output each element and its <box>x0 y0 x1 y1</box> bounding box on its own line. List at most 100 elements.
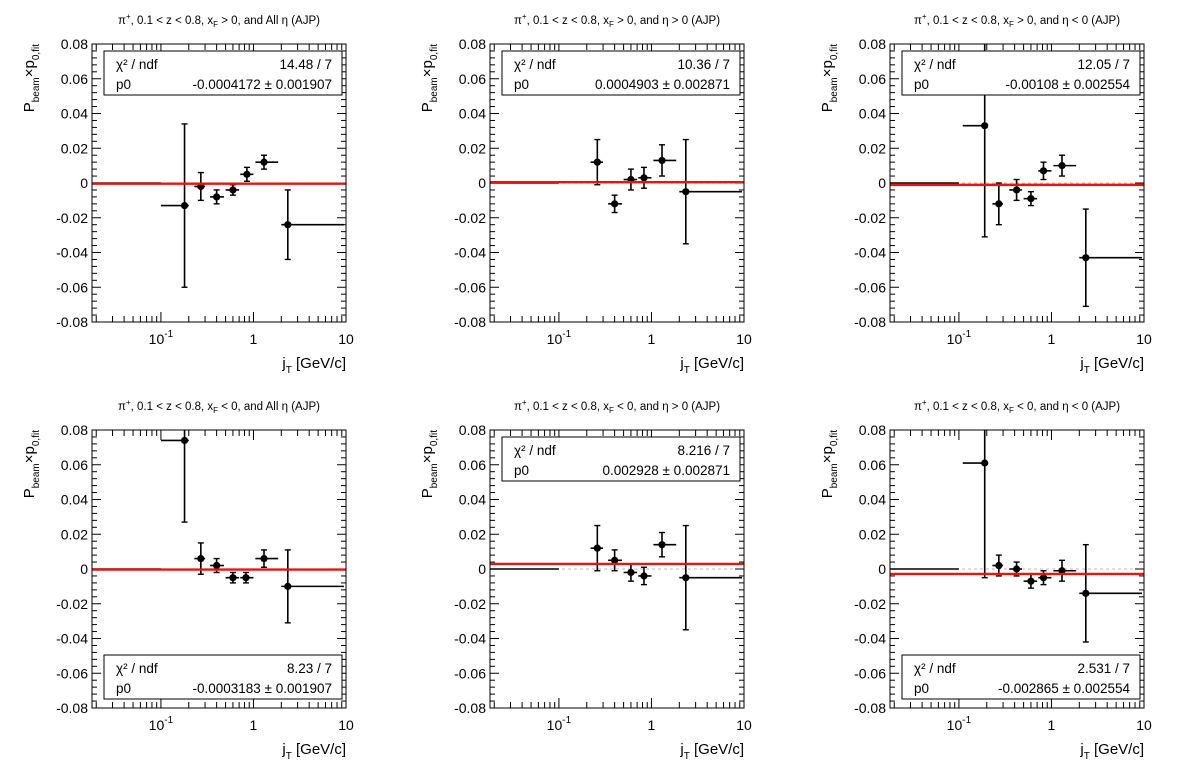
stats-chi2-label: χ² / ndf <box>116 661 158 676</box>
data-point <box>590 138 604 186</box>
y-tick-label: -0.08 <box>854 314 886 330</box>
data-point <box>623 563 638 582</box>
point-marker <box>1039 574 1048 582</box>
point-marker <box>981 122 989 130</box>
stats-p0-label: p0 <box>914 77 929 92</box>
stats-chi2-value: 12.05 / 7 <box>1077 57 1130 72</box>
point-marker <box>180 436 189 445</box>
y-tick-label: -0.04 <box>454 245 486 261</box>
point-marker <box>260 158 268 166</box>
stats-chi2-label: χ² / ndf <box>116 57 158 72</box>
y-tick-label: 0.06 <box>61 71 88 87</box>
data-point <box>653 144 677 177</box>
x-tick-label: 10-1 <box>149 329 174 347</box>
y-tick-label: 0.08 <box>459 422 486 438</box>
x-tick-label: 10 <box>338 717 354 733</box>
stats-box: χ² / ndf 10.36 / 7 p0 0.0004903 ± 0.002871 <box>501 50 741 96</box>
y-tick-label: -0.06 <box>854 279 886 295</box>
x-tick-label: 10 <box>1136 331 1152 347</box>
plot-frame <box>91 43 347 323</box>
y-tick-label: -0.04 <box>454 631 486 647</box>
point-marker <box>1082 589 1090 597</box>
y-tick-label: 0.02 <box>459 526 486 542</box>
y-tick-label: 0.02 <box>459 140 486 156</box>
point-marker <box>260 554 268 563</box>
y-tick-label: -0.02 <box>56 596 88 612</box>
y-tick-label: -0.02 <box>56 210 88 226</box>
x-tick-label: 10-1 <box>547 715 572 733</box>
y-tick-label: -0.08 <box>454 700 486 716</box>
y-tick-label: 0.08 <box>61 422 88 438</box>
x-axis-label: jT [GeV/c] <box>1079 741 1144 762</box>
point-marker <box>1058 567 1066 575</box>
x-axis-label: jT [GeV/c] <box>281 741 346 762</box>
x-tick-label: 10-1 <box>547 329 572 347</box>
y-tick-label: -0.04 <box>854 245 886 261</box>
y-axis-label: Pbeam×p0,fit <box>419 430 440 498</box>
data-point <box>210 557 224 574</box>
stats-p0-value: 0.0004903 ± 0.002871 <box>595 77 730 92</box>
plot-frame <box>91 429 347 709</box>
chart-title: π+, 0.1 < z < 0.8, xF < 0, and η < 0 (AJ… <box>914 398 1120 415</box>
plot-frame <box>889 43 1145 323</box>
stats-chi2-value: 2.531 / 7 <box>1077 661 1130 676</box>
y-tick-label: -0.08 <box>56 700 88 716</box>
data-point <box>240 166 254 182</box>
data-point <box>638 566 652 586</box>
x-tick-label: 10-1 <box>149 715 174 733</box>
stats-p0-value: -0.0003183 ± 0.001907 <box>192 681 332 696</box>
stats-box-frame <box>103 654 343 700</box>
y-tick-label: 0.04 <box>859 106 886 122</box>
y-tick-label: 0.02 <box>61 140 88 156</box>
point-marker <box>180 201 189 210</box>
point-marker <box>627 568 635 577</box>
y-tick-label: 0.02 <box>859 526 886 542</box>
stats-box-frame <box>501 436 741 482</box>
data-point <box>1038 570 1052 586</box>
stats-box-frame <box>901 50 1141 96</box>
data-point <box>281 549 344 624</box>
chart-panel-1: π+, 0.1 < z < 0.8, xF > 0, and All η (AJ… <box>21 12 354 376</box>
stats-p0-label: p0 <box>914 681 929 696</box>
y-tick-label: 0.02 <box>859 140 886 156</box>
data-point <box>1023 190 1038 207</box>
data-point <box>1038 161 1052 181</box>
y-tick-label: -0.08 <box>854 700 886 716</box>
point-marker <box>995 200 1003 208</box>
y-tick-label: 0.06 <box>859 457 886 473</box>
stats-p0-label: p0 <box>116 681 131 696</box>
x-tick-label: 10 <box>736 717 752 733</box>
x-tick-label: 1 <box>1048 331 1056 347</box>
stats-chi2-value: 14.48 / 7 <box>279 57 332 72</box>
y-tick-label: 0.02 <box>61 526 88 542</box>
data-point <box>638 166 652 189</box>
chart-title: π+, 0.1 < z < 0.8, xF > 0, and η > 0 (AJ… <box>514 12 720 29</box>
stats-chi2-label: χ² / ndf <box>514 443 556 458</box>
x-tick-label: 10 <box>338 331 354 347</box>
x-tick-label: 1 <box>250 331 258 347</box>
y-tick-label: 0.08 <box>61 36 88 52</box>
point-marker <box>284 221 292 229</box>
data-point <box>225 571 240 584</box>
data-point <box>194 171 206 202</box>
y-axis-label: Pbeam×p0,fit <box>819 44 840 112</box>
stats-chi2-value: 10.36 / 7 <box>677 57 730 72</box>
point-marker <box>981 459 989 467</box>
point-marker <box>197 554 205 563</box>
data-point <box>1053 559 1077 582</box>
chart-title: π+, 0.1 < z < 0.8, xF < 0, and All η (AJ… <box>118 398 320 415</box>
y-tick-label: -0.02 <box>854 210 886 226</box>
y-tick-label: -0.06 <box>454 665 486 681</box>
point-marker <box>1039 167 1048 175</box>
point-marker <box>229 574 237 582</box>
y-tick-label: -0.04 <box>56 245 88 261</box>
x-axis-label: jT [GeV/c] <box>1079 355 1144 376</box>
stats-box-frame <box>501 50 741 96</box>
point-marker <box>682 188 690 196</box>
data-point <box>240 571 254 584</box>
chart-panel-5: π+, 0.1 < z < 0.8, xF < 0, and η > 0 (AJ… <box>419 398 752 762</box>
data-point <box>1053 154 1077 177</box>
stats-box: χ² / ndf 8.216 / 7 p0 0.002928 ± 0.002871 <box>501 436 741 482</box>
y-tick-label: -0.04 <box>56 631 88 647</box>
